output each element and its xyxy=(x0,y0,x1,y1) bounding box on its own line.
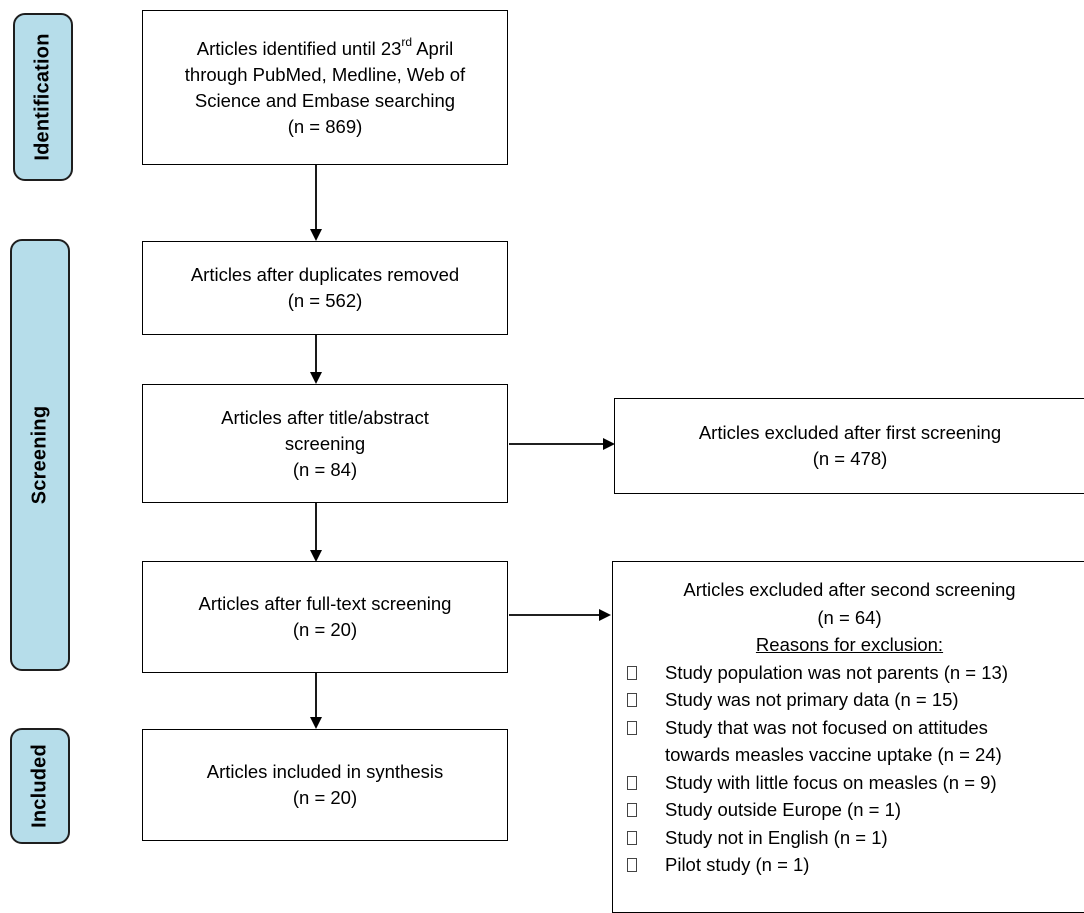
reason-text: Study population was not parents (n = 13… xyxy=(665,661,1008,683)
identified-line-2: through PubMed, Medline, Web of xyxy=(184,63,466,85)
phase-included-label: Included xyxy=(28,744,51,828)
identified-line-1-text: Articles identified until 23 xyxy=(196,37,402,59)
reason-item: Study that was not focused on attitudes xyxy=(613,714,1084,742)
reason-text: Study with little focus on measles (n = … xyxy=(665,771,997,793)
reason-text: towards measles vaccine uptake (n = 24) xyxy=(665,744,1002,765)
reason-text: Study was not primary data (n = 15) xyxy=(665,689,959,710)
full-text-label: Articles after full-text screening xyxy=(198,593,452,614)
reason-text: Study outside Europe (n = 1) xyxy=(665,799,902,820)
bullet-box-icon xyxy=(627,720,637,735)
phase-screening: Screening xyxy=(10,239,70,671)
reason-text: Study not in English (n = 1) xyxy=(665,826,888,848)
excluded-second-label: Articles excluded after second screening xyxy=(683,579,1016,600)
duplicates-removed-count: (n = 562) xyxy=(287,290,363,311)
reason-text: Study that was not focused on attitudes xyxy=(665,716,988,738)
excluded-second-count: (n = 64) xyxy=(817,606,882,628)
reasons-heading-text: Reasons for exclusion: xyxy=(755,634,944,655)
identified-month: April xyxy=(412,37,454,59)
phase-identification-label: Identification xyxy=(31,33,54,161)
bullet-box-icon xyxy=(627,803,637,817)
bullet-box-icon xyxy=(627,665,637,680)
reason-item: Study with little focus on measles (n = … xyxy=(613,769,1084,797)
full-text-count: (n = 20) xyxy=(292,619,358,640)
bullet-box-icon xyxy=(627,858,637,872)
reason-item: Study population was not parents (n = 13… xyxy=(613,659,1084,687)
identified-line-1: Articles identified until 23rd April xyxy=(197,36,453,62)
reason-item: Pilot study (n = 1) xyxy=(613,851,1084,879)
title-abstract-count: (n = 84) xyxy=(292,458,358,480)
reason-item-continuation: towards measles vaccine uptake (n = 24) xyxy=(613,741,1084,769)
excluded-first-label: Articles excluded after first screening xyxy=(698,422,1002,443)
phase-identification: Identification xyxy=(13,13,73,181)
bullet-box-icon xyxy=(627,693,637,707)
reason-item: Study not in English (n = 1) xyxy=(613,824,1084,852)
box-duplicates-removed: Articles after duplicates removed (n = 5… xyxy=(142,241,508,335)
box-excluded-first-screening: Articles excluded after first screening … xyxy=(614,398,1084,494)
identified-line-3: Science and Embase searching xyxy=(194,89,456,111)
box-excluded-second-screening: Articles excluded after second screening… xyxy=(612,561,1084,913)
duplicates-removed-label: Articles after duplicates removed xyxy=(190,264,460,285)
included-count: (n = 20) xyxy=(292,787,358,808)
reason-text: Pilot study (n = 1) xyxy=(665,854,810,875)
reason-item: Study outside Europe (n = 1) xyxy=(613,796,1084,824)
title-abstract-line-2: screening xyxy=(284,432,366,454)
included-label: Articles included in synthesis xyxy=(206,761,444,782)
box-title-abstract-screening: Articles after title/abstract screening … xyxy=(142,384,508,503)
exclusion-reasons-list: Study population was not parents (n = 13… xyxy=(613,659,1084,879)
box-included-in-synthesis: Articles included in synthesis (n = 20) xyxy=(142,729,508,841)
bullet-box-icon xyxy=(627,775,637,790)
reason-item: Study was not primary data (n = 15) xyxy=(613,686,1084,714)
box-articles-identified: Articles identified until 23rd April thr… xyxy=(142,10,508,165)
identified-ordinal-suffix: rd xyxy=(401,35,413,50)
phase-screening-label: Screening xyxy=(28,405,51,505)
excluded-first-count: (n = 478) xyxy=(812,448,888,469)
reasons-heading: Reasons for exclusion: xyxy=(613,631,1084,659)
phase-included: Included xyxy=(10,728,70,844)
title-abstract-line-1: Articles after title/abstract xyxy=(221,406,429,428)
bullet-box-icon xyxy=(627,830,637,845)
identified-count: (n = 869) xyxy=(287,115,363,137)
box-full-text-screening: Articles after full-text screening (n = … xyxy=(142,561,508,673)
